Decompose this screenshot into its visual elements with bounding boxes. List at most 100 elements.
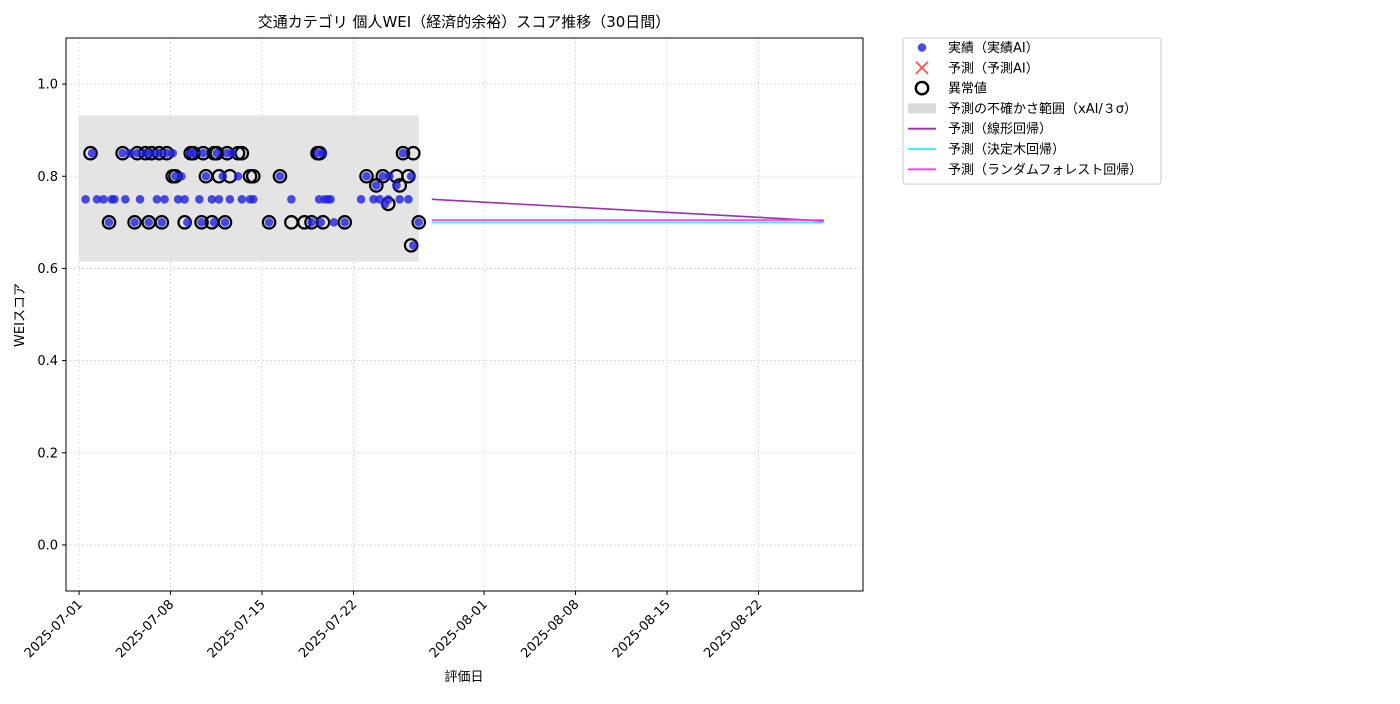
- actual-data-point: [318, 148, 328, 158]
- plot-frame: [65, 37, 864, 592]
- legend-label: 実績（実績AI）: [948, 40, 1039, 56]
- actual-data-point: [409, 241, 418, 250]
- x-tick-label: 2025-07-22: [296, 597, 360, 661]
- actual-data-point: [171, 171, 180, 181]
- actual-data-point: [406, 171, 416, 181]
- anomaly-marker: [395, 145, 411, 161]
- actual-data-point: [378, 171, 388, 181]
- actual-data-point: [201, 171, 211, 181]
- y-axis-label: WEIスコア: [13, 283, 28, 347]
- actual-data-point: [212, 148, 222, 158]
- actual-data-point: [326, 194, 335, 204]
- actual-data-point: [316, 218, 326, 227]
- actual-data-point: [81, 194, 90, 204]
- actual-data-point: [104, 218, 114, 227]
- forecast-line: [431, 198, 824, 222]
- anomaly-marker: [127, 215, 142, 230]
- actual-data-point: [168, 148, 178, 158]
- actual-data-point: [135, 194, 145, 204]
- actual-data-point: [248, 194, 258, 204]
- actual-data-point: [130, 218, 139, 227]
- actual-data-point: [356, 194, 366, 204]
- actual-data-point: [160, 194, 169, 204]
- actual-data-point: [287, 194, 296, 204]
- actual-data-point: [162, 148, 172, 158]
- legend-marker: [915, 61, 929, 75]
- anomaly-marker: [83, 145, 98, 161]
- actual-data-point: [228, 148, 237, 158]
- actual-data-point: [404, 194, 413, 204]
- actual-data-point: [340, 218, 350, 227]
- actual-data-point: [264, 218, 274, 227]
- actual-data-point: [180, 194, 189, 204]
- actual-data-point: [183, 218, 192, 227]
- uncertainty-band: [79, 115, 419, 262]
- legend-label: 予測（決定木回帰）: [948, 142, 1065, 158]
- x-tick-label: 2025-07-01: [22, 597, 86, 661]
- y-tick-label: 0.4: [37, 354, 58, 369]
- actual-data-point: [307, 218, 316, 227]
- actual-data-point: [125, 148, 135, 158]
- actual-data-point: [329, 218, 339, 227]
- y-tick-label: 1.0: [37, 78, 58, 93]
- actual-data-point: [157, 218, 167, 227]
- chart-title: 交通カテゴリ 個人WEI（経済的余裕）スコア推移（30日間）: [258, 13, 671, 31]
- actual-data-point: [398, 148, 408, 158]
- anomaly-marker: [245, 168, 261, 184]
- anomaly-marker: [359, 168, 374, 184]
- actual-data-point: [218, 171, 228, 181]
- actual-data-point: [110, 194, 119, 204]
- actual-data-point: [177, 171, 186, 181]
- legend-label: 予測の不確かさ範囲（xAI/３σ）: [948, 101, 1137, 117]
- legend-marker: [917, 43, 927, 52]
- x-tick-label: 2025-08-08: [518, 597, 582, 661]
- legend-label: 予測（予測AI）: [948, 61, 1039, 76]
- actual-data-point: [237, 194, 247, 204]
- actual-data-point: [414, 218, 424, 227]
- actual-data-point: [395, 194, 405, 204]
- anomaly-marker: [411, 215, 427, 230]
- actual-data-point: [383, 194, 393, 204]
- actual-data-point: [152, 194, 162, 204]
- x-axis-label: 評価日: [444, 670, 483, 685]
- actual-data-point: [118, 148, 127, 158]
- anomaly-marker: [261, 215, 277, 230]
- actual-data-point: [133, 148, 142, 158]
- actual-data-point: [207, 194, 217, 204]
- actual-data-point: [121, 194, 130, 204]
- actual-data-point: [144, 218, 154, 227]
- actual-data-point: [214, 194, 224, 204]
- actual-data-point: [189, 148, 198, 158]
- anomaly-marker: [337, 215, 353, 230]
- plot-area: 0.0 0.2 0.4 0.6 0.8 1.0 2025-07-01 2025-07-08 20…: [22, 37, 864, 661]
- actual-data-point: [141, 148, 150, 158]
- actual-data-point: [198, 148, 208, 158]
- actual-data-point: [209, 218, 219, 227]
- actual-data-point: [385, 171, 394, 181]
- legend-marker: [914, 80, 930, 96]
- y-tick-label: 0.2: [37, 446, 58, 461]
- x-tick-label: 2025-08-15: [610, 597, 674, 661]
- actual-data-point: [369, 194, 378, 204]
- x-tick-label: 2025-08-01: [427, 597, 491, 661]
- y-tick-label: 0.8: [37, 170, 58, 185]
- x-tick-label: 2025-07-08: [113, 597, 177, 661]
- actual-data-point: [392, 181, 401, 190]
- actual-data-point: [147, 148, 156, 158]
- actual-data-point: [173, 194, 183, 204]
- actual-data-point: [220, 218, 230, 227]
- anomaly-marker: [217, 215, 233, 230]
- anomaly-marker: [154, 215, 170, 230]
- legend-marker: [908, 103, 936, 114]
- anomaly-marker: [194, 215, 209, 230]
- actual-data-point: [87, 148, 97, 158]
- actual-data-point: [92, 194, 102, 204]
- actual-data-point: [362, 171, 371, 181]
- x-tick-label: 2025-07-15: [205, 597, 269, 661]
- actual-data-point: [154, 148, 164, 158]
- legend-box: [902, 37, 1162, 185]
- actual-data-point: [275, 171, 285, 181]
